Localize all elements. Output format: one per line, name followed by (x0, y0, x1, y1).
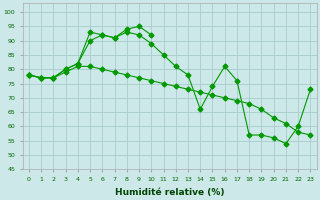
X-axis label: Humidité relative (%): Humidité relative (%) (115, 188, 224, 197)
